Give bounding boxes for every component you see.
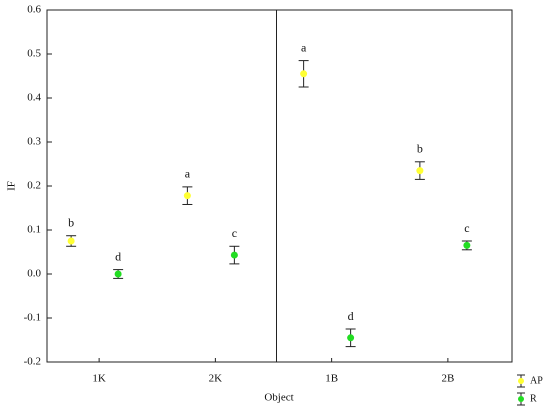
- x-tick-label: 1K: [92, 373, 106, 385]
- y-tick-label: 0.6: [27, 4, 41, 16]
- significance-letter: b: [68, 215, 74, 229]
- x-tick-label: 2B: [441, 373, 454, 385]
- significance-letter: a: [185, 167, 191, 181]
- significance-letter: d: [348, 309, 354, 323]
- significance-letter: b: [417, 142, 423, 156]
- significance-letter: c: [464, 221, 469, 235]
- legend-label: R: [530, 393, 537, 404]
- x-tick-label: 2K: [209, 373, 223, 385]
- point: [183, 192, 191, 200]
- y-tick-label: 0.3: [27, 136, 41, 148]
- point: [463, 241, 471, 249]
- point: [416, 167, 424, 175]
- y-tick-label: -0.2: [24, 356, 41, 368]
- legend-marker: [518, 378, 524, 384]
- y-tick-label: 0.0: [27, 268, 41, 280]
- legend-marker: [518, 396, 524, 402]
- point: [230, 251, 238, 259]
- y-tick-label: 0.4: [27, 92, 41, 104]
- point: [114, 270, 122, 278]
- y-tick-label: 0.2: [27, 180, 41, 192]
- plot-frame: [46, 9, 513, 363]
- y-axis-label: IF: [6, 181, 18, 191]
- x-tick-label: 1B: [325, 373, 338, 385]
- point: [347, 334, 355, 342]
- point: [300, 70, 308, 78]
- significance-letter: a: [301, 40, 307, 54]
- y-tick-label: 0.1: [27, 224, 41, 236]
- y-tick-label: -0.1: [24, 312, 41, 324]
- x-axis-label: Object: [264, 392, 293, 404]
- significance-letter: c: [232, 226, 237, 240]
- y-tick-label: 0.5: [27, 48, 41, 60]
- point: [67, 237, 75, 245]
- legend-label: AP: [530, 375, 543, 386]
- significance-letter: d: [115, 249, 121, 263]
